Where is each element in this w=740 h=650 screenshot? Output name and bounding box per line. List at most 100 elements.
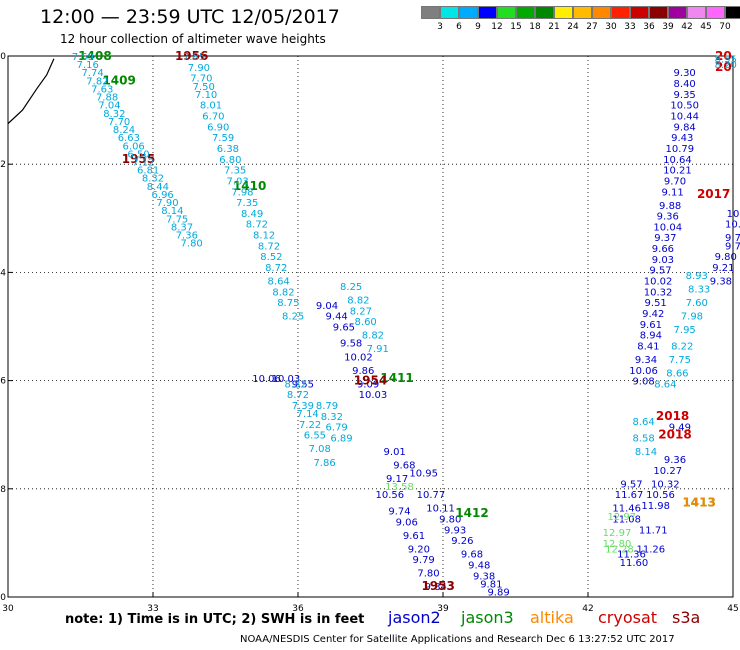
wave-height-label: 7.90 [156,198,178,209]
wave-height-label: 7.60 [686,298,708,309]
wave-height-label: 6.70 [202,112,224,123]
units-note: note: 1) Time is in UTC; 2) SWH is in fe… [65,612,365,627]
wave-height-label: 7.59 [212,133,234,144]
wave-height-label: 10.03 [359,390,388,401]
colorbar-swatch [611,6,630,19]
wave-height-label: 8.25 [282,312,304,323]
wave-height-label: 8.24 [113,125,135,136]
colorbar-tick-label: 9 [475,22,481,32]
wave-height-label: 9.04 [316,301,338,312]
wave-height-label: 9.86 [352,366,374,377]
y-tick-label: -36 [0,377,6,387]
pass-label: 1956 [175,49,208,63]
wave-height-label: 10.06 [629,366,658,377]
wave-height-label: 8.01 [200,101,222,112]
wave-height-label: 6.50 [127,149,149,160]
wave-height-label: 9.43 [671,133,693,144]
pass-label: 2017 [697,187,730,201]
wave-height-label: 10.27 [653,466,682,477]
wave-height-label: 8.14 [161,206,183,217]
wave-height-label: 9.34 [635,355,657,366]
wave-height-label: 9.84 [425,582,447,593]
wave-height-label: 8.12 [253,231,275,242]
colorbar-swatch [478,6,497,19]
wave-height-label: 9.21 [712,263,734,274]
wave-height-label: 8.64 [654,379,676,390]
x-tick-label: 33 [147,604,158,614]
wave-height-label: 13.58 [385,482,414,493]
wave-height-label: 9.48 [468,561,490,572]
colorbar-swatch [668,6,687,19]
wave-height-label: 7.12 [132,157,154,168]
wave-height-label: 9.61 [640,320,662,331]
wave-height-label: 9.84 [674,122,696,133]
wave-height-label: 6.81 [137,166,159,177]
y-tick-label: -30 [0,52,6,62]
wave-height-label: 8.55 [715,55,737,66]
wave-height-label: 10.95 [409,469,438,480]
colorbar-swatch [421,6,440,19]
wave-height-label: 9.42 [642,309,664,320]
wave-height-label: 9.80 [715,252,737,263]
wave-height-label: 7.80 [417,569,439,580]
wave-height-label: 8.41 [637,341,659,352]
wave-height-label: 8.52 [260,252,282,263]
colorbar-tick-label: 24 [567,22,579,32]
wave-height-label: 8.64 [268,277,290,288]
wave-height-label: 6.96 [152,190,174,201]
wave-height-label: 7.70 [108,117,130,128]
wave-height-label: 10.02 [344,352,373,363]
wave-height-label: 9.08 [632,377,654,388]
wave-height-label: 6.89 [330,433,352,444]
wave-height-label: 10.50 [670,101,699,112]
wave-height-label: 10.11 [426,504,455,515]
wave-height-label: 9.51 [645,298,667,309]
wave-height-label: 7.75 [669,355,691,366]
wave-height-label: 9.01 [384,447,406,458]
legend-entry-jason3: jason3 [461,608,514,627]
wave-height-label: 9.11 [661,187,683,198]
pass-label: 1411 [380,371,413,385]
wave-height-label: 7.95 [674,325,696,336]
wave-height-label: 8.33 [688,285,710,296]
wave-height-label: 8.82 [362,331,384,342]
colorbar-tick-label: 12 [491,22,503,32]
chart-subtitle: 12 hour collection of altimeter wave hei… [60,32,326,46]
pass-label: 20 [715,60,732,74]
x-tick-label: 45 [727,604,738,614]
wave-height-label: 12.80 [603,539,632,550]
colorbar-tick-label: 39 [662,22,674,32]
wave-height-label: 9.06 [396,517,418,528]
wave-height-label: 9.70 [664,176,686,187]
wave-height-label: 9.17 [386,474,408,485]
wave-height-label: 9.57 [620,479,642,490]
wave-height-label: 10.03 [272,374,301,385]
wave-height-label: 8.37 [171,222,193,233]
wave-height-label: 8.82 [347,295,369,306]
colorbar-tick-label: 45 [700,22,712,32]
wave-height-label: 10.02 [644,277,673,288]
wave-height-label: 7.85 [183,52,205,63]
wave-height-label: 9.44 [326,312,348,323]
plot-frame [7,55,734,598]
wave-height-label: 9.81 [480,579,502,590]
wave-height-label: 10.32 [651,479,680,490]
pass-label: 1408 [78,49,111,63]
wave-height-label: 11.67 [615,490,644,501]
wave-height-label: 11.26 [637,544,666,555]
wave-height-label: 7.80 [181,239,203,250]
wave-height-label: 11.36 [617,550,646,561]
wave-height-label: 8.66 [666,368,688,379]
wave-height-label: 7.14 [297,409,319,420]
legend-entry-altika: altika [530,608,574,627]
colorbar-swatch [706,6,725,19]
wave-height-label: 9.37 [654,233,676,244]
wave-height-label: 10.32 [644,287,673,298]
wave-height-label: 9.57 [649,266,671,277]
colorbar-swatch [592,6,611,19]
wave-height-label: 8.44 [147,182,169,193]
wave-height-label: 8.94 [640,331,662,342]
wave-height-label: 7.86 [313,458,335,469]
wave-height-label: 8.20 [715,60,737,71]
wave-height-label: 10.56 [376,490,405,501]
